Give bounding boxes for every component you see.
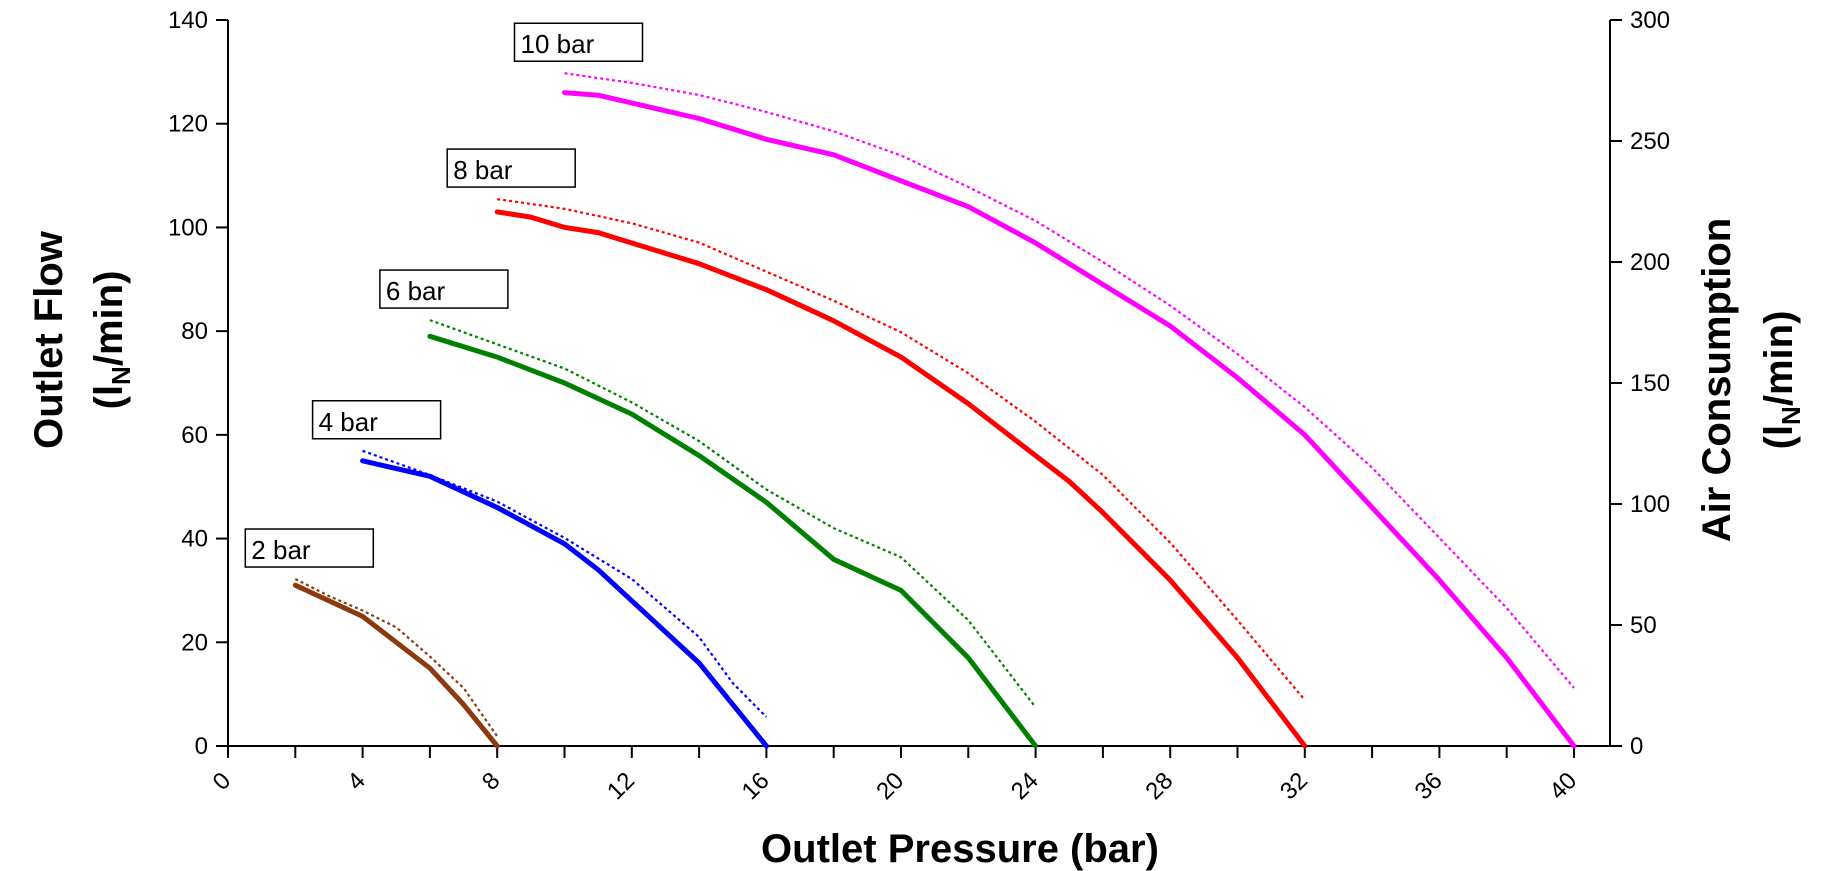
left-tick-label: 0 xyxy=(195,733,208,760)
x-axis-title: Outlet Pressure (bar) xyxy=(761,827,1159,871)
right-unit-sub: N xyxy=(1776,406,1806,425)
right-tick-label: 0 xyxy=(1630,733,1643,760)
right-tick-label: 100 xyxy=(1630,491,1670,518)
series-layer xyxy=(292,72,1577,749)
air-consumption-line-10-bar xyxy=(564,72,1575,689)
series-label-4-bar: 4 bar xyxy=(311,400,442,440)
left-axis-title-unit: (lN/min) xyxy=(87,271,136,410)
left-axis-title-main: Outlet Flow xyxy=(27,230,71,449)
right-tick-label: 150 xyxy=(1630,370,1670,397)
x-tick-label: 8 xyxy=(477,767,506,796)
x-tick-label: 12 xyxy=(602,767,640,805)
right-tick-label: 50 xyxy=(1630,612,1657,639)
right-unit-prefix: (l xyxy=(1757,425,1801,449)
outlet-flow-line-10-bar xyxy=(562,90,1577,749)
left-tick-label: 100 xyxy=(168,214,208,241)
left-unit-prefix: (l xyxy=(87,385,131,409)
series-label-6-bar: 6 bar xyxy=(379,269,509,309)
series-label-text: 8 bar xyxy=(453,155,513,185)
x-tick-label: 36 xyxy=(1410,767,1448,805)
right-tick-label: 250 xyxy=(1630,128,1670,155)
series-label-box xyxy=(244,528,375,568)
series-label-text: 10 bar xyxy=(521,29,595,59)
x-tick-label: 16 xyxy=(737,767,775,805)
left-unit-suffix: /min) xyxy=(87,271,131,367)
series-label-text: 6 bar xyxy=(386,276,446,306)
right-axis-title-unit: (lN/min) xyxy=(1757,311,1806,450)
series-label-box xyxy=(446,148,576,188)
series-labels-layer: 2 bar 4 bar 6 bar 8 bar 10 bar xyxy=(244,22,644,568)
left-unit-sub: N xyxy=(106,366,136,385)
series-label-text: 4 bar xyxy=(319,407,379,437)
right-axis-title-main: Air Consumption xyxy=(1695,218,1739,542)
left-tick-label: 80 xyxy=(181,318,208,345)
left-axis-title: Outlet Flow (lN/min) xyxy=(27,230,136,449)
series-label-8-bar: 8 bar xyxy=(446,148,576,188)
x-tick-label: 40 xyxy=(1544,767,1582,805)
right-tick-label: 300 xyxy=(1630,7,1670,34)
right-axis-title: Air Consumption (lN/min) xyxy=(1695,218,1806,542)
left-tick-label: 40 xyxy=(181,526,208,553)
outlet-flow-line-2-bar xyxy=(292,582,500,749)
air-consumption-line-8-bar xyxy=(497,198,1306,701)
x-tick-label: 20 xyxy=(871,767,909,805)
air-consumption-line-6-bar xyxy=(429,319,1037,708)
x-tick-label: 0 xyxy=(208,767,237,796)
air-consumption-line-4-bar xyxy=(362,449,768,718)
series-label-box xyxy=(311,400,442,440)
series-label-2-bar: 2 bar xyxy=(244,528,375,568)
right-tick-label: 200 xyxy=(1630,249,1670,276)
outlet-flow-line-4-bar xyxy=(360,458,769,749)
x-tick-label: 24 xyxy=(1006,767,1044,805)
left-tick-label: 20 xyxy=(181,629,208,656)
series-label-box xyxy=(513,22,644,62)
x-tick-label: 4 xyxy=(342,767,371,796)
x-tick-label: 28 xyxy=(1140,767,1178,805)
outlet-flow-line-6-bar xyxy=(427,333,1039,749)
series-label-text: 2 bar xyxy=(251,535,311,565)
left-tick-label: 120 xyxy=(168,111,208,138)
series-label-box xyxy=(379,269,509,309)
right-unit-suffix: /min) xyxy=(1757,311,1801,407)
left-tick-label: 140 xyxy=(168,7,208,34)
air-consumption-line-2-bar xyxy=(294,578,499,737)
left-tick-label: 60 xyxy=(181,422,208,449)
series-label-10-bar: 10 bar xyxy=(513,22,644,62)
outlet-flow-line-8-bar xyxy=(494,209,1308,749)
x-tick-label: 32 xyxy=(1275,767,1313,805)
